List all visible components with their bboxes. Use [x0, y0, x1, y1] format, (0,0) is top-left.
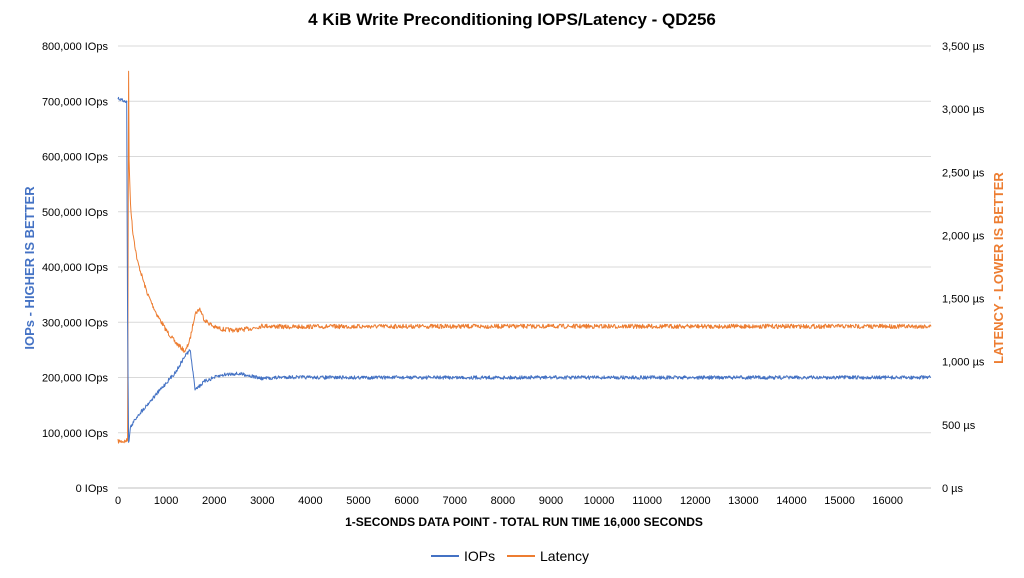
- y-right-tick-label: 1,500 µs: [942, 294, 985, 306]
- left-axis-ticks: 0 IOps 100,000 IOps 200,000 IOps 300,000 IO…: [42, 41, 109, 495]
- x-tick-label: 15000: [824, 495, 855, 507]
- x-axis-ticks: 0 1000 2000 3000 4000 5000 6000 7000 8000 9000 100…: [115, 495, 903, 507]
- series-line-latency: [117, 70, 932, 444]
- x-tick-label: 2000: [202, 495, 226, 507]
- x-tick-label: 16000: [872, 495, 903, 507]
- x-tick-label: 6000: [394, 495, 418, 507]
- x-tick-label: 13000: [728, 495, 759, 507]
- y-left-tick-label: 200,000 IOps: [42, 373, 109, 385]
- y-left-tick-label: 600,000 IOps: [42, 152, 109, 164]
- y-left-tick-label: 800,000 IOps: [42, 41, 109, 53]
- x-tick-label: 0: [115, 495, 121, 507]
- y-right-tick-label: 3,500 µs: [942, 41, 985, 53]
- y-left-tick-label: 700,000 IOps: [42, 96, 109, 108]
- y-right-tick-label: 2,000 µs: [942, 230, 985, 242]
- y-right-tick-label: 500 µs: [942, 420, 976, 432]
- y-right-tick-label: 1,000 µs: [942, 357, 985, 369]
- right-axis-ticks: 0 µs 500 µs 1,000 µs 1,500 µs 2,000 µs 2,500 …: [942, 41, 985, 495]
- y-left-tick-label: 500,000 IOps: [42, 207, 109, 219]
- x-tick-label: 5000: [346, 495, 370, 507]
- y-left-tick-label: 100,000 IOps: [42, 428, 109, 440]
- x-tick-label: 12000: [680, 495, 711, 507]
- series-line-iops: [117, 96, 932, 443]
- x-tick-label: 11000: [632, 495, 662, 507]
- chart-title: 4 KiB Write Preconditioning IOPS/Latency…: [308, 10, 716, 29]
- x-tick-label: 14000: [776, 495, 807, 507]
- y-left-tick-label: 0 IOps: [76, 483, 109, 495]
- y-axis-left-label: IOPs - HIGHER IS BETTER: [22, 186, 37, 350]
- y-right-tick-label: 2,500 µs: [942, 167, 985, 179]
- x-tick-label: 3000: [250, 495, 274, 507]
- x-tick-label: 8000: [491, 495, 515, 507]
- y-left-tick-label: 300,000 IOps: [42, 317, 109, 329]
- x-tick-label: 4000: [298, 495, 322, 507]
- x-tick-label: 9000: [539, 495, 563, 507]
- y-right-tick-label: 0 µs: [942, 483, 964, 495]
- x-axis-label: 1-SECONDS DATA POINT - TOTAL RUN TIME 16…: [345, 515, 703, 529]
- y-left-tick-label: 400,000 IOps: [42, 262, 109, 274]
- legend-iops-label: IOPs: [464, 548, 495, 564]
- legend-latency-label: Latency: [540, 548, 589, 564]
- y-axis-right-label: LATENCY - LOWER IS BETTER: [991, 172, 1006, 364]
- series-layer: [117, 70, 932, 444]
- y-right-tick-label: 3,000 µs: [942, 104, 985, 116]
- x-tick-label: 7000: [443, 495, 467, 507]
- x-tick-label: 10000: [584, 495, 615, 507]
- x-tick-label: 1000: [154, 495, 178, 507]
- legend: IOPs Latency: [431, 548, 589, 564]
